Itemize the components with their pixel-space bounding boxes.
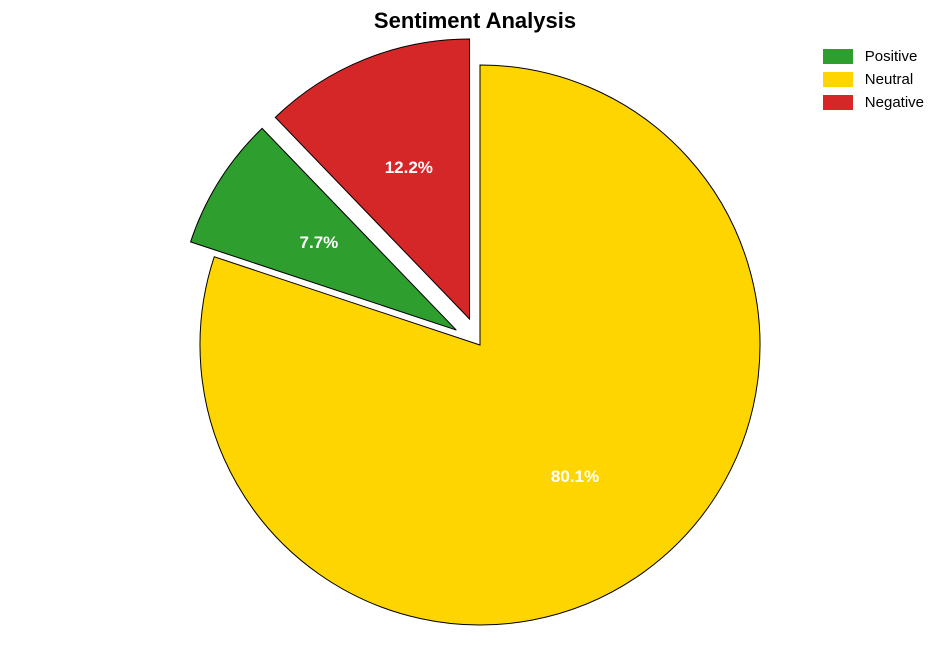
- legend-item-neutral: Neutral: [823, 71, 924, 88]
- legend-item-negative: Negative: [823, 94, 924, 111]
- pie-chart-container: [0, 30, 950, 650]
- legend-swatch-positive: [823, 49, 853, 64]
- legend-label-negative: Negative: [865, 94, 924, 111]
- legend-item-positive: Positive: [823, 48, 924, 65]
- legend-swatch-neutral: [823, 72, 853, 87]
- legend-label-positive: Positive: [865, 48, 918, 65]
- legend-swatch-negative: [823, 95, 853, 110]
- pie-chart-svg: [0, 30, 950, 650]
- legend: Positive Neutral Negative: [823, 48, 924, 117]
- legend-label-neutral: Neutral: [865, 71, 913, 88]
